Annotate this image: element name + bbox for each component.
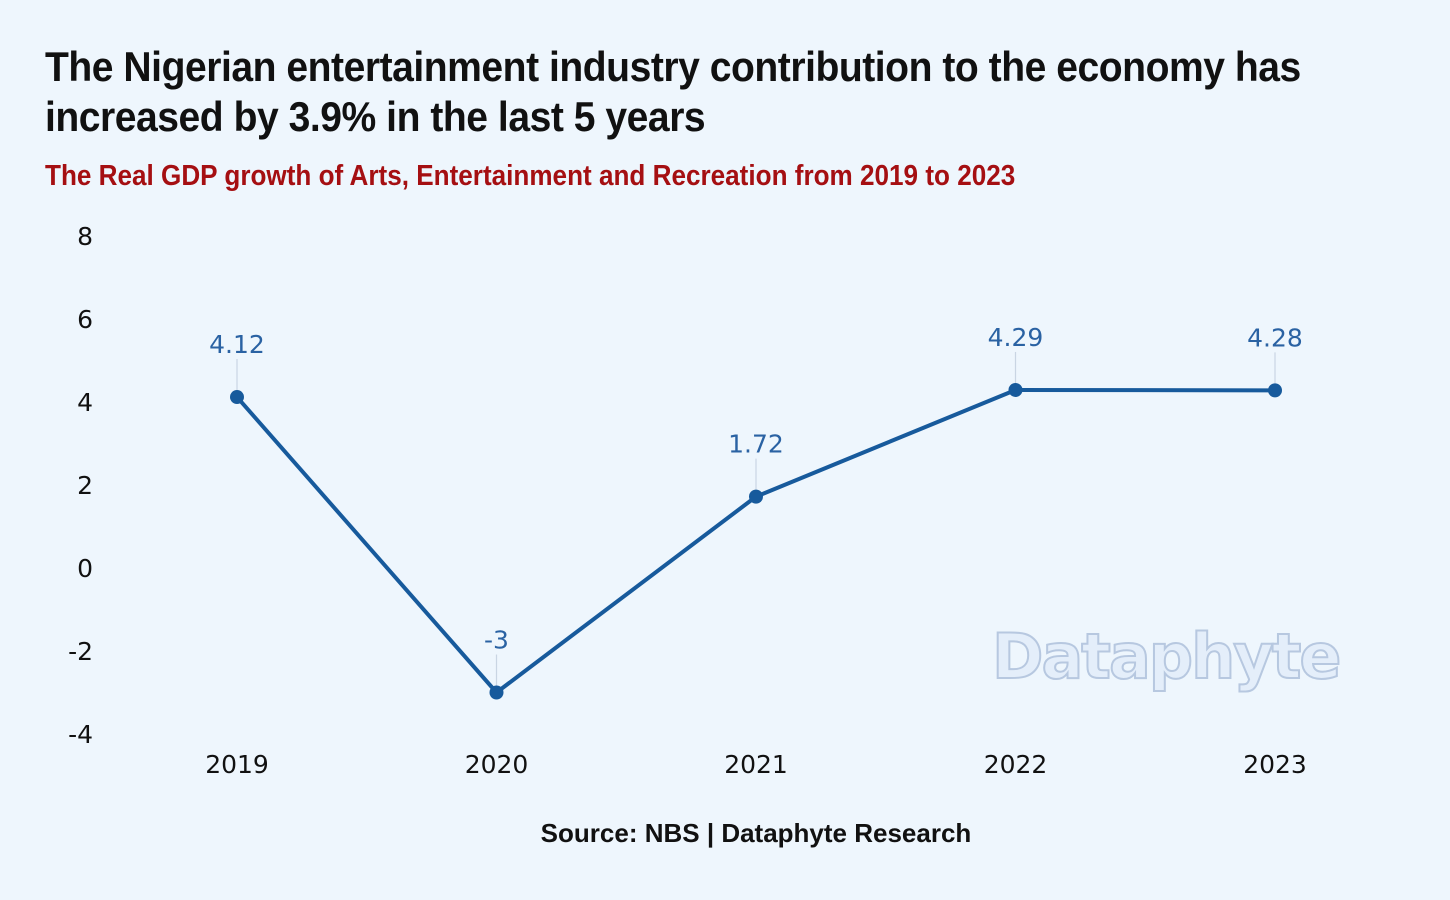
data-point [1008,382,1023,397]
data-label: 4.28 [1247,323,1303,352]
x-axis: 2019 2020 2021 2022 2023 [205,750,1307,779]
y-tick-label: 6 [77,305,93,334]
y-tick-label: 2 [77,471,93,500]
x-tick-label: 2020 [465,750,529,779]
x-tick-label: 2019 [205,750,269,779]
data-label: 1.72 [728,430,784,459]
y-tick-label: 8 [77,222,93,251]
x-tick-label: 2022 [984,750,1048,779]
data-points [230,382,1282,700]
label-connectors [236,351,1276,687]
data-label: 4.12 [209,330,265,359]
data-point [489,685,504,700]
x-tick-label: 2023 [1243,750,1307,779]
source-note: Source: NBS | Dataphyte Research [540,818,972,848]
data-label: -3 [484,626,509,655]
data-point [230,390,244,405]
watermark-logo: Dataphyte [991,619,1342,694]
data-label: 4.29 [988,323,1044,352]
y-axis: -4 -2 0 2 4 6 8 [68,222,93,749]
chart-title: The Nigerian entertainment industry cont… [45,43,1301,140]
y-tick-label: 0 [77,554,93,583]
data-point [749,489,763,504]
data-labels: 4.12 -3 1.72 4.29 4.28 [209,323,1303,655]
data-point [1268,383,1282,398]
y-tick-label: 4 [77,388,93,417]
y-tick-label: -2 [68,637,93,666]
chart-subtitle: The Real GDP growth of Arts, Entertainme… [45,160,1016,192]
y-tick-label: -4 [68,720,93,749]
x-tick-label: 2021 [724,750,788,779]
